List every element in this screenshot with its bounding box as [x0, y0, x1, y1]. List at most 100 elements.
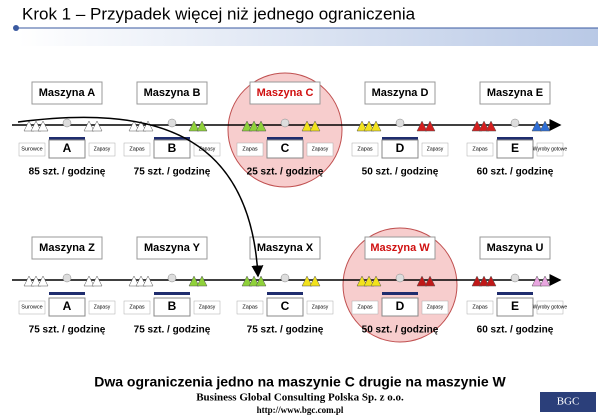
part — [196, 120, 208, 132]
worker — [62, 118, 72, 128]
part — [485, 120, 497, 132]
part — [531, 275, 543, 287]
machine-letter: A — [63, 141, 72, 155]
machine-name-box — [136, 81, 208, 105]
machine-name: Maszyna Z — [39, 242, 95, 254]
part — [370, 120, 382, 132]
left-label-box — [236, 142, 264, 157]
worker — [395, 273, 405, 283]
left-label: Zapas — [129, 304, 145, 310]
logo-box — [540, 392, 596, 412]
part — [424, 120, 436, 132]
rate: 50 szt. / godzinę — [362, 325, 439, 336]
rule-dot — [13, 25, 19, 31]
rate: 85 szt. / godzinę — [29, 167, 106, 178]
part — [416, 275, 428, 287]
rate: 75 szt. / godzinę — [134, 325, 211, 336]
worker — [510, 118, 520, 128]
left-label-box — [123, 142, 151, 157]
right-label-box — [421, 300, 449, 315]
part — [135, 120, 147, 132]
part — [471, 275, 483, 287]
machine-box — [266, 139, 304, 159]
right-label: Wyroby gotowe — [533, 304, 568, 310]
machine-base — [154, 137, 190, 140]
machine-name-box — [364, 81, 436, 105]
left-label-box — [351, 142, 379, 157]
part — [478, 275, 490, 287]
machine-name-box — [364, 236, 436, 260]
rate: 75 szt. / godzinę — [29, 325, 106, 336]
part — [241, 120, 253, 132]
worker — [62, 273, 72, 283]
left-label: Zapas — [357, 304, 373, 310]
right-label: Zapasy — [427, 304, 444, 310]
right-label: Zapasy — [199, 146, 216, 152]
part — [23, 275, 35, 287]
part — [128, 120, 140, 132]
part — [30, 275, 42, 287]
left-label-box — [466, 300, 494, 315]
right-label: Zapasy — [94, 304, 111, 310]
machine-name-box — [479, 81, 551, 105]
part — [485, 275, 497, 287]
logo: BGC — [557, 396, 580, 408]
machine-box — [48, 139, 86, 159]
rate: 75 szt. / godzinę — [247, 325, 324, 336]
right-label-box — [536, 142, 564, 157]
worker — [395, 118, 405, 128]
rate: 25 szt. / godzinę — [247, 167, 324, 178]
part — [196, 275, 208, 287]
company: Business Global Consulting Polska Sp. z … — [196, 392, 404, 404]
right-label-box — [88, 300, 116, 315]
part — [416, 120, 428, 132]
part — [539, 120, 551, 132]
part — [188, 275, 200, 287]
machine-name: Maszyna W — [370, 242, 430, 254]
part — [241, 275, 253, 287]
transfer-arrow — [17, 116, 264, 278]
part — [370, 275, 382, 287]
machine-box — [48, 297, 86, 317]
left-label: Zapas — [242, 304, 258, 310]
title: Krok 1 – Przypadek więcej niż jednego og… — [22, 4, 416, 23]
machine-base — [49, 137, 85, 140]
left-label-box — [466, 142, 494, 157]
machine-letter: B — [168, 299, 177, 313]
left-label: Surowce — [21, 146, 42, 152]
part — [142, 275, 154, 287]
part — [37, 120, 49, 132]
machine-name-box — [31, 236, 103, 260]
machine-base — [154, 292, 190, 295]
part — [255, 275, 267, 287]
right-label: Wyroby gotowe — [533, 146, 568, 152]
part — [23, 120, 35, 132]
part — [309, 275, 321, 287]
part — [188, 120, 200, 132]
left-label-box — [18, 142, 46, 157]
right-label-box — [88, 142, 116, 157]
worker — [510, 273, 520, 283]
part — [478, 120, 490, 132]
part — [531, 120, 543, 132]
left-label: Zapas — [129, 146, 145, 152]
machine-letter: E — [511, 299, 519, 313]
machine-letter: D — [396, 141, 405, 155]
machine-letter: D — [396, 299, 405, 313]
machine-name-box — [479, 236, 551, 260]
worker — [280, 273, 290, 283]
machine-name-box — [31, 81, 103, 105]
rate: 75 szt. / godzinę — [134, 167, 211, 178]
right-label-box — [421, 142, 449, 157]
right-label: Zapasy — [94, 146, 111, 152]
rate: 50 szt. / godzinę — [362, 167, 439, 178]
left-label: Zapas — [242, 146, 258, 152]
part — [30, 120, 42, 132]
left-label: Zapas — [357, 146, 373, 152]
right-label: Zapasy — [427, 146, 444, 152]
part — [142, 120, 154, 132]
machine-box — [153, 139, 191, 159]
machine-box — [496, 139, 534, 159]
machine-letter: C — [281, 299, 290, 313]
